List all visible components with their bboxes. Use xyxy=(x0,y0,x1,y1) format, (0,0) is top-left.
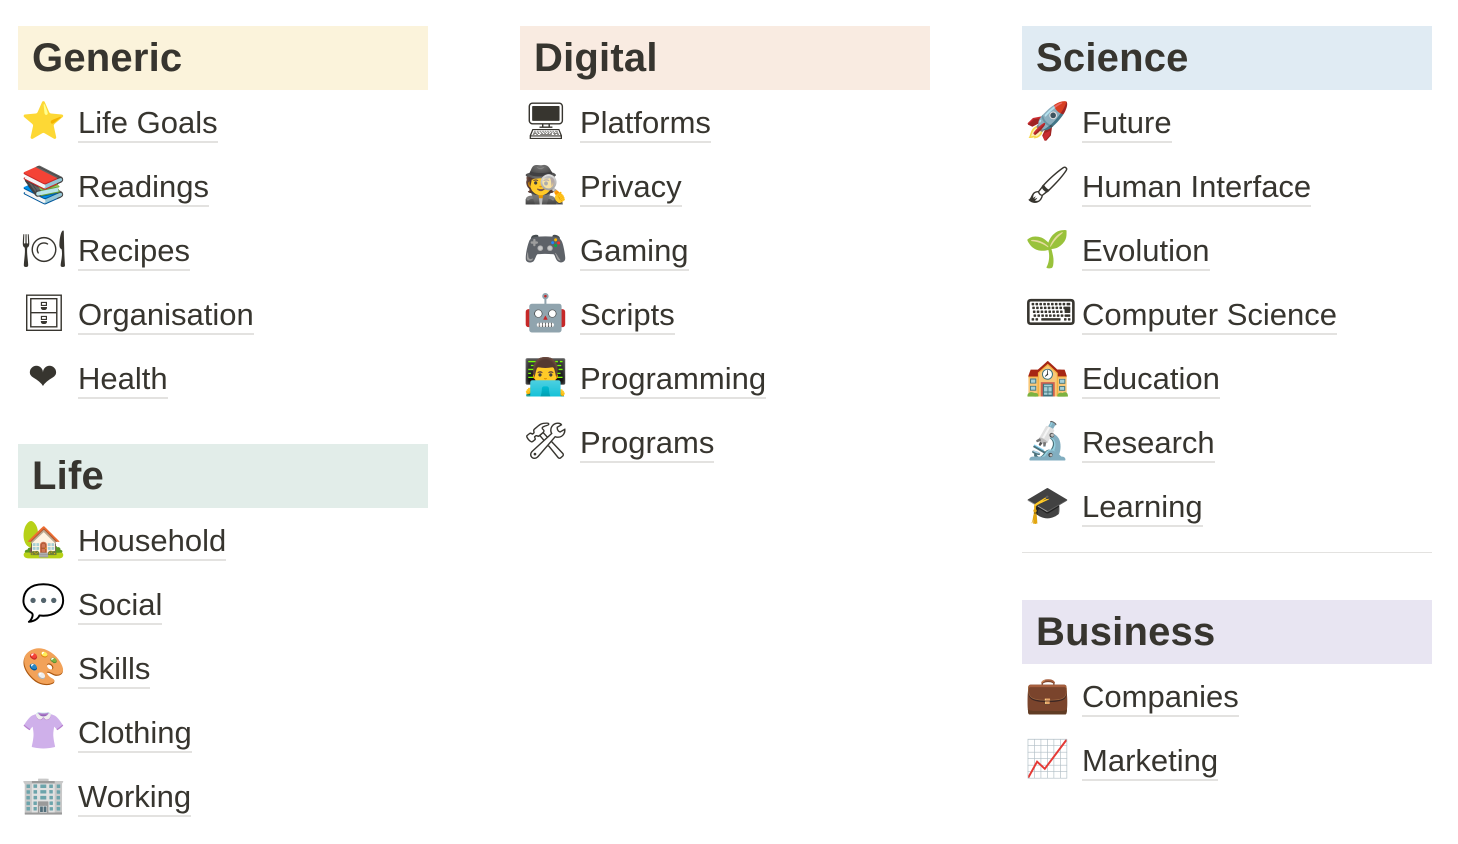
link-label[interactable]: Human Interface xyxy=(1082,169,1312,207)
link-label[interactable]: Future xyxy=(1082,105,1172,143)
link-label[interactable]: Organisation xyxy=(78,297,254,335)
paintbrush-icon: 🖌 xyxy=(1025,165,1071,206)
speech-bubble-icon: 💬 xyxy=(21,583,66,624)
link-scripts[interactable]: 🤖 Scripts xyxy=(520,282,930,346)
link-learning[interactable]: 🎓 Learning xyxy=(1022,474,1432,538)
section-list-science: 🚀 Future 🖌 Human Interface 🌱 Evolution ⌨ Comput… xyxy=(1022,90,1432,538)
section-list-digital: 🖥 Platforms 🕵 Privacy 🎮 Gaming 🤖 Scripts 👨‍💻 Prog… xyxy=(520,90,930,474)
link-label[interactable]: Skills xyxy=(78,651,151,689)
technologist-icon: 👨‍💻 xyxy=(523,357,568,398)
section-science: Science 🚀 Future 🖌 Human Interface 🌱 Evolutio… xyxy=(1022,26,1432,538)
link-label[interactable]: Gaming xyxy=(580,233,689,271)
link-label[interactable]: Social xyxy=(78,587,163,625)
video-game-controller-icon: 🎮 xyxy=(523,229,568,270)
link-label[interactable]: Computer Science xyxy=(1082,297,1338,335)
section-generic: Generic ⭐ Life Goals 📚 Readings 🍽 Recipes 🗄 Org… xyxy=(18,26,428,410)
microscope-icon: 🔬 xyxy=(1025,421,1070,462)
link-readings[interactable]: 📚 Readings xyxy=(18,154,428,218)
section-header-life: Life xyxy=(18,444,428,508)
link-label[interactable]: Health xyxy=(78,361,168,399)
red-heart-icon: ❤ xyxy=(27,357,59,398)
graduation-cap-icon: 🎓 xyxy=(1025,485,1070,526)
link-organisation[interactable]: 🗄 Organisation xyxy=(18,282,428,346)
section-life: Life 🏡 Household 💬 Social 🎨 Skills 👚 Clothing 🏢 W… xyxy=(18,444,428,828)
section-header-business: Business xyxy=(1022,600,1432,664)
section-business: Business 💼 Companies 📈 Marketing xyxy=(1022,600,1432,792)
link-label[interactable]: Companies xyxy=(1082,679,1239,717)
section-header-science: Science xyxy=(1022,26,1432,90)
link-label[interactable]: Readings xyxy=(78,169,209,207)
link-platforms[interactable]: 🖥 Platforms xyxy=(520,90,930,154)
house-with-garden-icon: 🏡 xyxy=(21,519,66,560)
plate-with-cutlery-icon: 🍽 xyxy=(21,229,67,270)
link-evolution[interactable]: 🌱 Evolution xyxy=(1022,218,1432,282)
divider xyxy=(1022,552,1432,553)
link-clothing[interactable]: 👚 Clothing xyxy=(18,700,428,764)
link-life-goals[interactable]: ⭐ Life Goals xyxy=(18,90,428,154)
link-label[interactable]: Research xyxy=(1082,425,1215,463)
link-marketing[interactable]: 📈 Marketing xyxy=(1022,728,1432,792)
hammer-and-wrench-icon: 🛠 xyxy=(523,421,569,462)
keyboard-icon: ⌨ xyxy=(1025,293,1077,334)
office-building-icon: 🏢 xyxy=(21,775,66,816)
robot-icon: 🤖 xyxy=(523,293,568,334)
section-list-business: 💼 Companies 📈 Marketing xyxy=(1022,664,1432,792)
detective-icon: 🕵 xyxy=(523,165,568,206)
link-label[interactable]: Platforms xyxy=(580,105,711,143)
link-label[interactable]: Privacy xyxy=(580,169,682,207)
school-icon: 🏫 xyxy=(1025,357,1070,398)
link-label[interactable]: Clothing xyxy=(78,715,192,753)
link-household[interactable]: 🏡 Household xyxy=(18,508,428,572)
link-education[interactable]: 🏫 Education xyxy=(1022,346,1432,410)
desktop-computer-icon: 🖥 xyxy=(523,101,569,142)
briefcase-icon: 💼 xyxy=(1025,675,1070,716)
artist-palette-icon: 🎨 xyxy=(21,647,66,688)
section-header-digital: Digital xyxy=(520,26,930,90)
glowing-star-icon: ⭐ xyxy=(21,101,66,142)
link-programs[interactable]: 🛠 Programs xyxy=(520,410,930,474)
chart-increasing-icon: 📈 xyxy=(1025,739,1070,780)
link-companies[interactable]: 💼 Companies xyxy=(1022,664,1432,728)
link-computer-science[interactable]: ⌨ Computer Science xyxy=(1022,282,1432,346)
books-icon: 📚 xyxy=(21,165,66,206)
link-gaming[interactable]: 🎮 Gaming xyxy=(520,218,930,282)
link-social[interactable]: 💬 Social xyxy=(18,572,428,636)
section-list-generic: ⭐ Life Goals 📚 Readings 🍽 Recipes 🗄 Organisatio… xyxy=(18,90,428,410)
link-programming[interactable]: 👨‍💻 Programming xyxy=(520,346,930,410)
link-human-interface[interactable]: 🖌 Human Interface xyxy=(1022,154,1432,218)
womans-clothes-icon: 👚 xyxy=(21,711,66,752)
link-label[interactable]: Evolution xyxy=(1082,233,1210,271)
column-middle: Digital 🖥 Platforms 🕵 Privacy 🎮 Gaming 🤖 Script… xyxy=(520,26,930,474)
link-label[interactable]: Life Goals xyxy=(78,105,218,143)
seedling-icon: 🌱 xyxy=(1025,229,1070,270)
column-left: Generic ⭐ Life Goals 📚 Readings 🍽 Recipes 🗄 Org… xyxy=(18,26,428,828)
link-label[interactable]: Marketing xyxy=(1082,743,1219,781)
section-list-life: 🏡 Household 💬 Social 🎨 Skills 👚 Clothing 🏢 Workin… xyxy=(18,508,428,828)
rocket-icon: 🚀 xyxy=(1025,101,1070,142)
link-future[interactable]: 🚀 Future xyxy=(1022,90,1432,154)
link-label[interactable]: Learning xyxy=(1082,489,1203,527)
link-label[interactable]: Household xyxy=(78,523,227,561)
link-label[interactable]: Programs xyxy=(580,425,715,463)
column-right: Science 🚀 Future 🖌 Human Interface 🌱 Evolutio… xyxy=(1022,26,1432,792)
link-health[interactable]: ❤ Health xyxy=(18,346,428,410)
link-label[interactable]: Programming xyxy=(580,361,767,399)
link-label[interactable]: Recipes xyxy=(78,233,190,271)
section-header-generic: Generic xyxy=(18,26,428,90)
link-label[interactable]: Scripts xyxy=(580,297,675,335)
link-label[interactable]: Education xyxy=(1082,361,1220,399)
link-skills[interactable]: 🎨 Skills xyxy=(18,636,428,700)
section-digital: Digital 🖥 Platforms 🕵 Privacy 🎮 Gaming 🤖 Script… xyxy=(520,26,930,474)
link-label[interactable]: Working xyxy=(78,779,192,817)
file-cabinet-icon: 🗄 xyxy=(21,293,67,334)
link-research[interactable]: 🔬 Research xyxy=(1022,410,1432,474)
link-privacy[interactable]: 🕵 Privacy xyxy=(520,154,930,218)
link-working[interactable]: 🏢 Working xyxy=(18,764,428,828)
link-recipes[interactable]: 🍽 Recipes xyxy=(18,218,428,282)
